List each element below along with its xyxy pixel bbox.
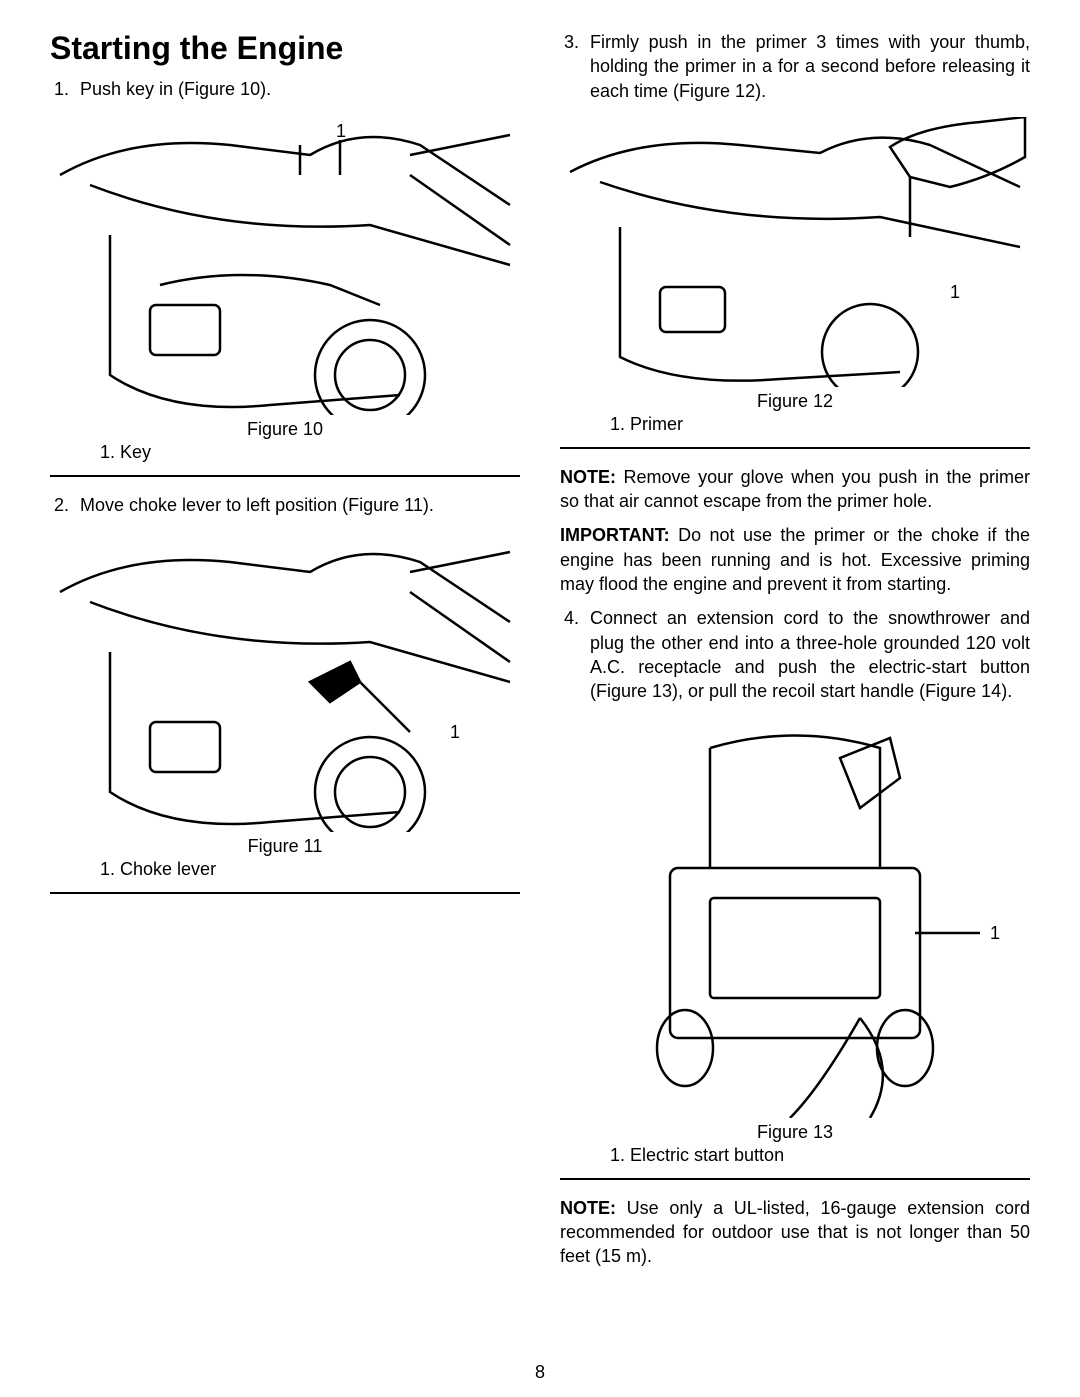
figure-12-caption: Figure 12: [560, 391, 1030, 412]
figure-12: 1 Figure 12 1. Primer: [560, 117, 1030, 435]
figure-12-callout-1: 1: [950, 282, 960, 303]
figure-10-caption: Figure 10: [50, 419, 520, 440]
figure-13-callout-1: 1: [990, 923, 1000, 944]
step-number: 3.: [560, 30, 590, 103]
figure-13-legend: 1. Electric start button: [560, 1145, 1030, 1166]
figure-11-illustration: 1: [50, 532, 520, 832]
figure-11: 1 Figure 11 1. Choke lever: [50, 532, 520, 880]
note-primer-glove: NOTE: Remove your glove when you push in…: [560, 465, 1030, 514]
two-column-layout: Starting the Engine 1. Push key in (Figu…: [50, 30, 1030, 1278]
figure-13: 1 Figure 13 1. Electric start button: [560, 718, 1030, 1166]
snowthrower-engine-lineart: [50, 115, 520, 415]
step-1: 1. Push key in (Figure 10).: [50, 77, 520, 101]
step-number: 1.: [50, 77, 80, 101]
engine-svg: [50, 115, 520, 415]
divider: [50, 892, 520, 894]
figure-11-legend: 1. Choke lever: [50, 859, 520, 880]
left-column: Starting the Engine 1. Push key in (Figu…: [50, 30, 520, 1278]
step-text: Connect an extension cord to the snowthr…: [590, 606, 1030, 703]
step-text: Move choke lever to left position (Figur…: [80, 493, 520, 517]
note-label: NOTE:: [560, 1198, 616, 1218]
figure-10-callout-1: 1: [336, 121, 346, 142]
page-title: Starting the Engine: [50, 30, 520, 67]
note-text: Remove your glove when you push in the p…: [560, 467, 1030, 511]
steps-right-2: 4. Connect an extension cord to the snow…: [560, 606, 1030, 703]
note-text: Use only a UL-listed, 16-gauge extension…: [560, 1198, 1030, 1267]
divider: [50, 475, 520, 477]
divider: [560, 1178, 1030, 1180]
figure-12-illustration: 1: [560, 117, 1030, 387]
snowthrower-primer-lineart: [560, 117, 1030, 387]
figure-13-illustration: 1: [560, 718, 1030, 1118]
figure-10: 1 Figure 10 1. Key: [50, 115, 520, 463]
important-hot-engine: IMPORTANT: Do not use the primer or the …: [560, 523, 1030, 596]
figure-13-caption: Figure 13: [560, 1122, 1030, 1143]
figure-10-illustration: 1: [50, 115, 520, 415]
steps-right: 3. Firmly push in the primer 3 times wit…: [560, 30, 1030, 103]
steps-left: 1. Push key in (Figure 10).: [50, 77, 520, 101]
step-3: 3. Firmly push in the primer 3 times wit…: [560, 30, 1030, 103]
page-number: 8: [0, 1362, 1080, 1383]
snowthrower-rear-lineart: [560, 718, 1030, 1118]
figure-12-legend: 1. Primer: [560, 414, 1030, 435]
right-column: 3. Firmly push in the primer 3 times wit…: [560, 30, 1030, 1278]
choke-svg: [50, 532, 520, 832]
important-label: IMPORTANT:: [560, 525, 670, 545]
step-4: 4. Connect an extension cord to the snow…: [560, 606, 1030, 703]
step-text: Firmly push in the primer 3 times with y…: [590, 30, 1030, 103]
step-2: 2. Move choke lever to left position (Fi…: [50, 493, 520, 517]
figure-11-callout-1: 1: [450, 722, 460, 743]
steps-left-2: 2. Move choke lever to left position (Fi…: [50, 493, 520, 517]
step-number: 2.: [50, 493, 80, 517]
primer-svg: [560, 117, 1030, 387]
figure-11-caption: Figure 11: [50, 836, 520, 857]
divider: [560, 447, 1030, 449]
figure-10-legend: 1. Key: [50, 442, 520, 463]
rear-svg: [560, 718, 1030, 1118]
snowthrower-choke-lineart: [50, 532, 520, 832]
step-number: 4.: [560, 606, 590, 703]
note-extension-cord: NOTE: Use only a UL-listed, 16-gauge ext…: [560, 1196, 1030, 1269]
step-text: Push key in (Figure 10).: [80, 77, 520, 101]
note-label: NOTE:: [560, 467, 616, 487]
